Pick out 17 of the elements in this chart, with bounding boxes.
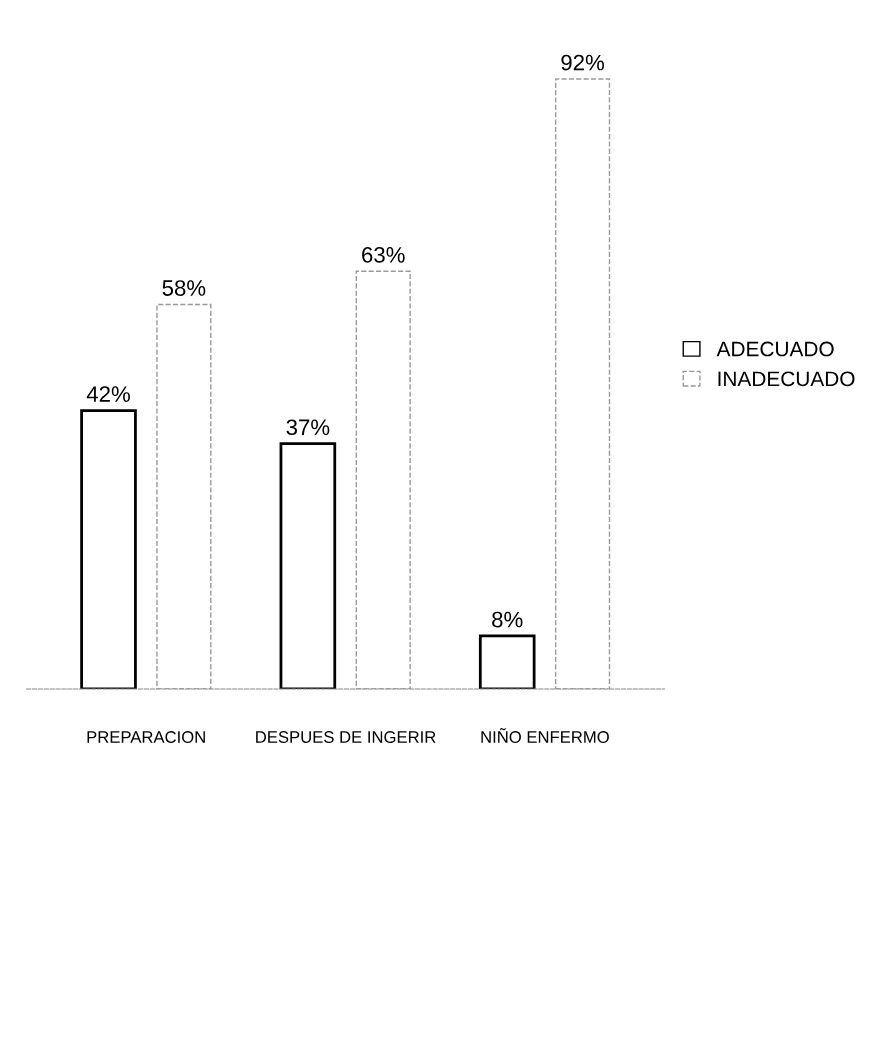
bar (355, 270, 411, 689)
x-tick-label: NIÑO ENFERMO (481, 728, 609, 743)
data-label: 42% (86, 386, 130, 402)
bar (156, 303, 212, 689)
bar (80, 409, 137, 689)
x-tick-label: PREPARACION (87, 731, 205, 743)
bar (554, 78, 611, 689)
data-label: 58% (162, 280, 206, 296)
data-label: 8% (492, 611, 523, 628)
data-label: 63% (362, 246, 405, 263)
bar (478, 634, 536, 689)
data-label: 92% (561, 54, 605, 71)
legend-label: INADECUADO (718, 371, 855, 387)
legend-label: ADECUADO (716, 341, 834, 357)
x-tick-label: DESPUES DE INGERIR (256, 731, 436, 743)
bar (279, 442, 337, 689)
data-label: 37% (286, 419, 330, 436)
